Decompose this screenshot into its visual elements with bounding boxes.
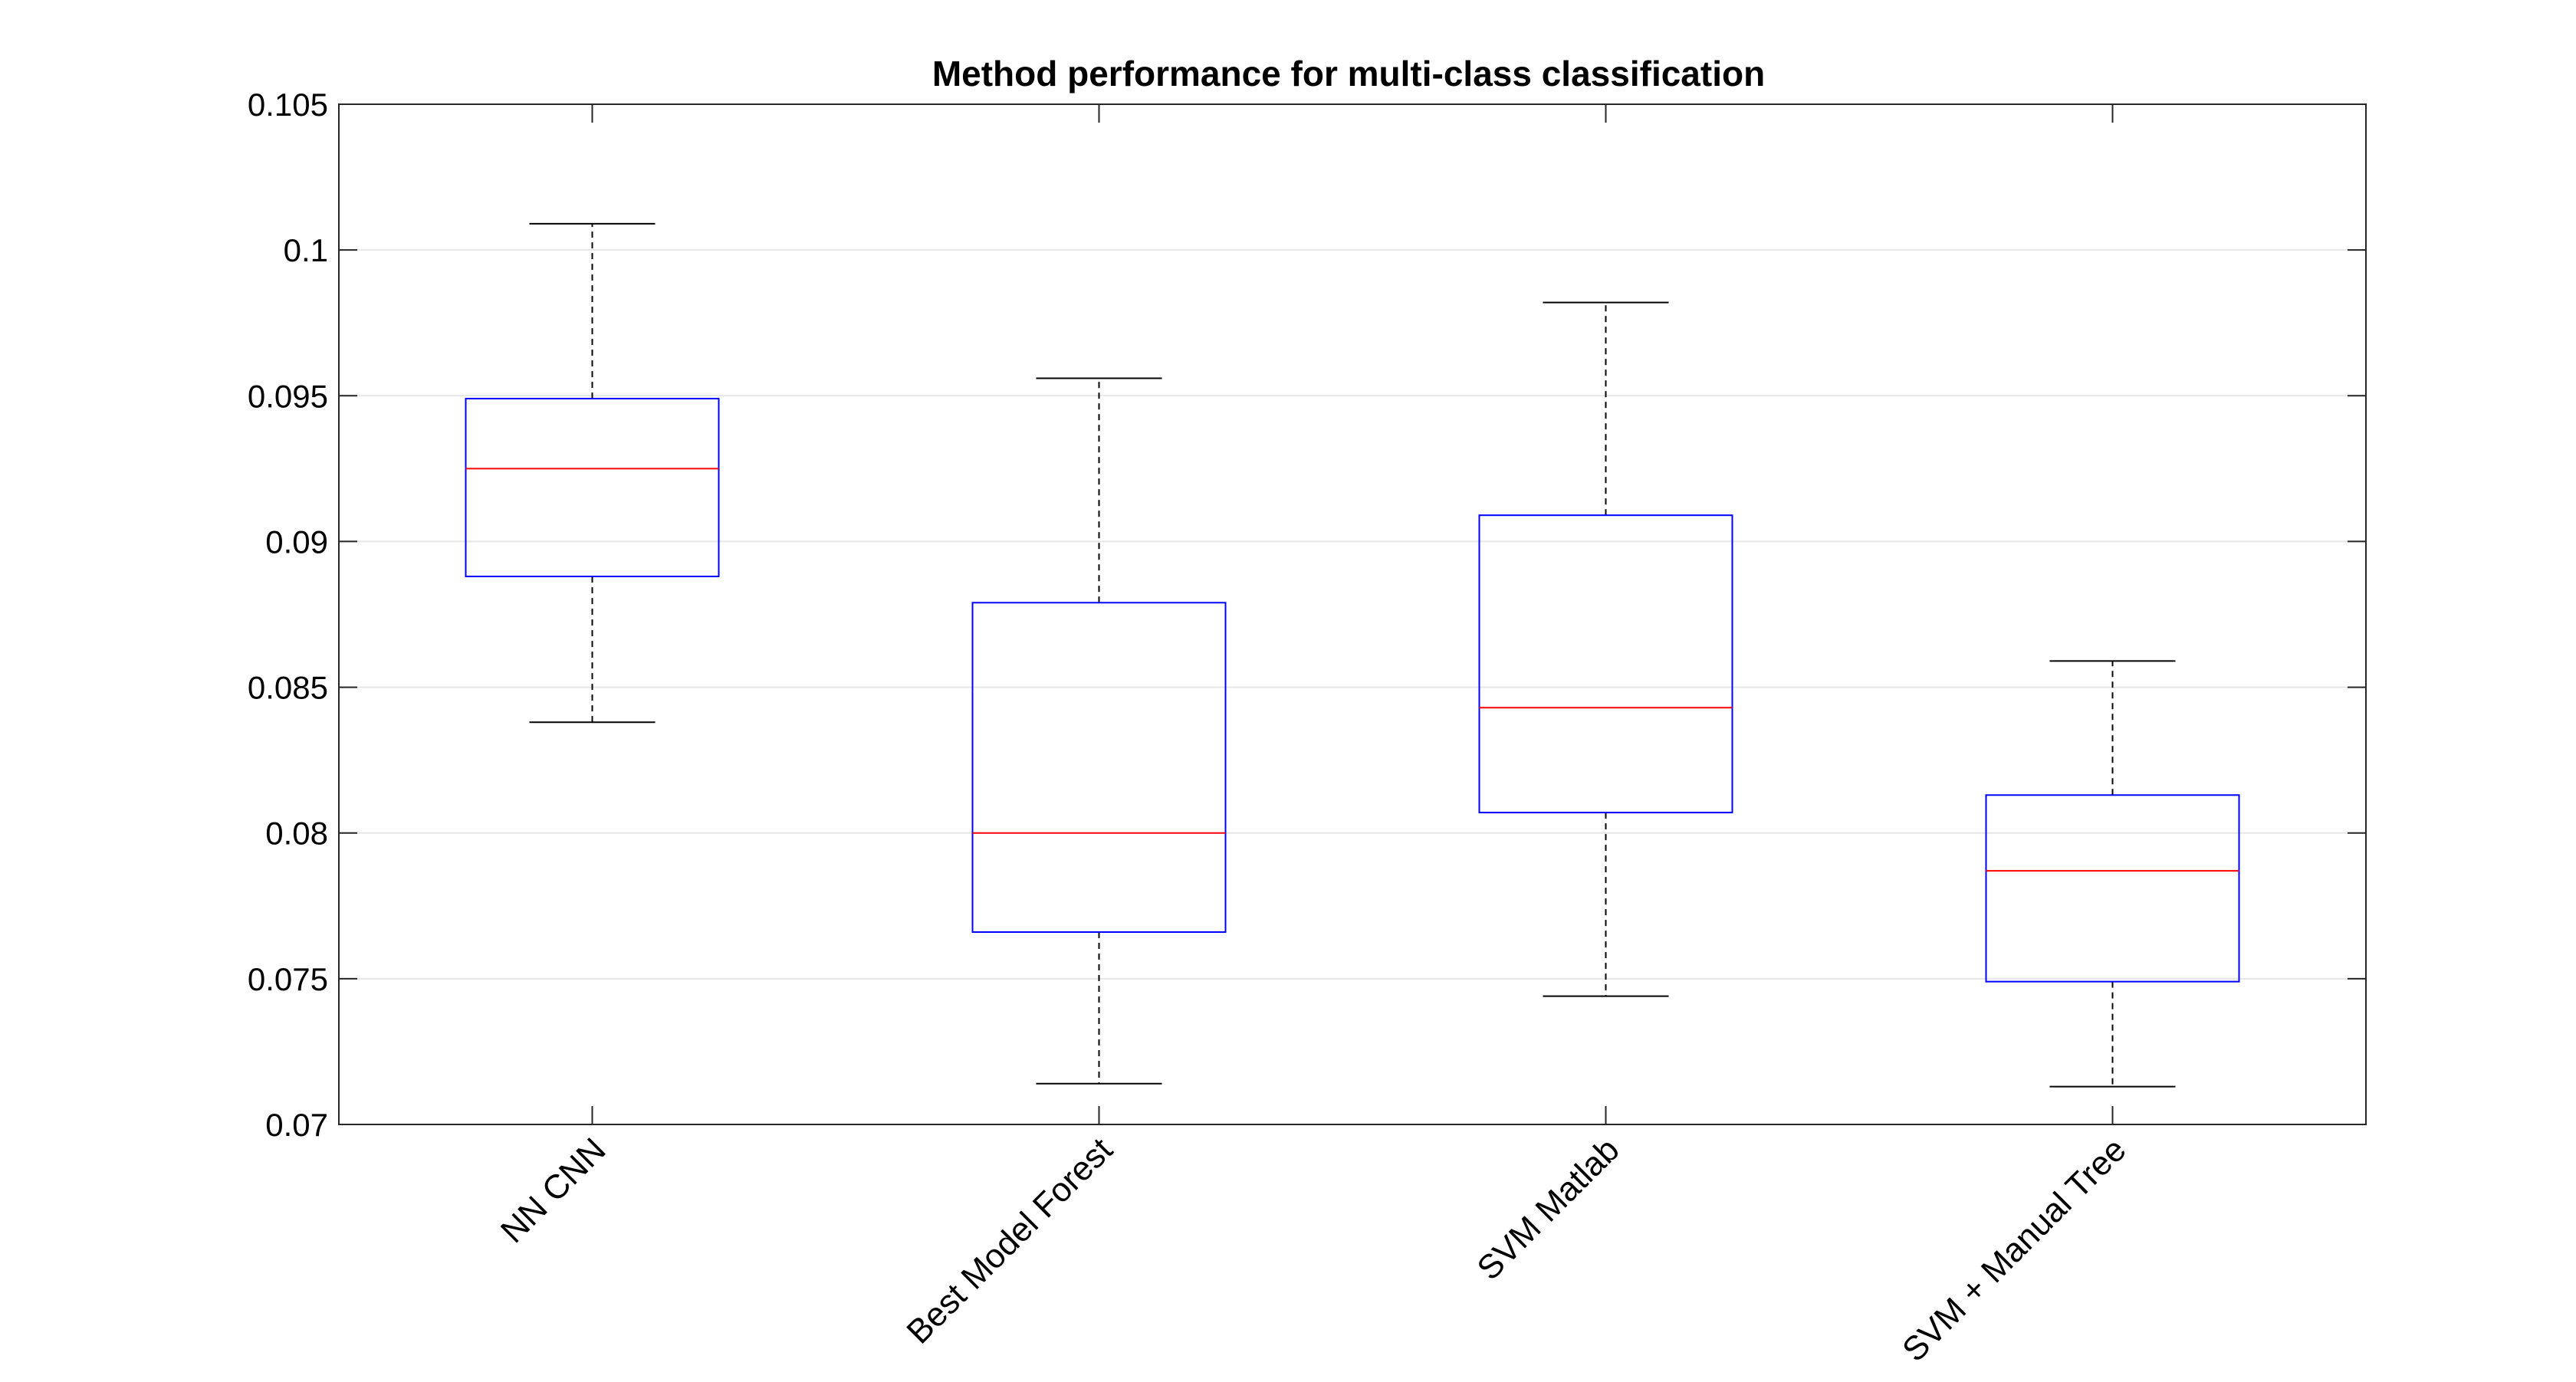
boxes [465, 222, 2240, 1088]
y-tick-label: 0.075 [248, 961, 328, 997]
box-group [1478, 301, 1733, 997]
y-tick-label: 0.1 [284, 232, 328, 268]
iqr-box [1478, 514, 1733, 814]
box-group [1985, 660, 2240, 1088]
y-tick-label: 0.105 [248, 87, 328, 123]
y-tick-label: 0.08 [265, 816, 328, 852]
grid-lines [339, 249, 2366, 980]
chart-title: Method performance for multi-class class… [932, 54, 1765, 94]
iqr-box [465, 398, 720, 578]
x-tick-label: SVM Matlab [1470, 1131, 1626, 1287]
tick-labels: 0.07 0.075 0.08 0.085 0.09 0.095 0.1 0.105 NN CN… [248, 87, 2134, 1369]
y-tick-label: 0.09 [265, 524, 328, 560]
x-tick-label: SVM + Manual Tree [1895, 1131, 2133, 1368]
plot-frame [338, 103, 2367, 1125]
x-tick-label: Best Model Forest [899, 1131, 1119, 1351]
box-group [971, 377, 1227, 1085]
y-tick-label: 0.085 [248, 670, 328, 706]
x-tick-label: NN CNN [494, 1131, 613, 1250]
iqr-box [1985, 794, 2240, 983]
y-tick-label: 0.07 [265, 1107, 328, 1143]
y-tick-label: 0.095 [248, 378, 328, 414]
box-group [465, 222, 720, 724]
iqr-box [971, 602, 1227, 934]
axes [338, 103, 2367, 1125]
